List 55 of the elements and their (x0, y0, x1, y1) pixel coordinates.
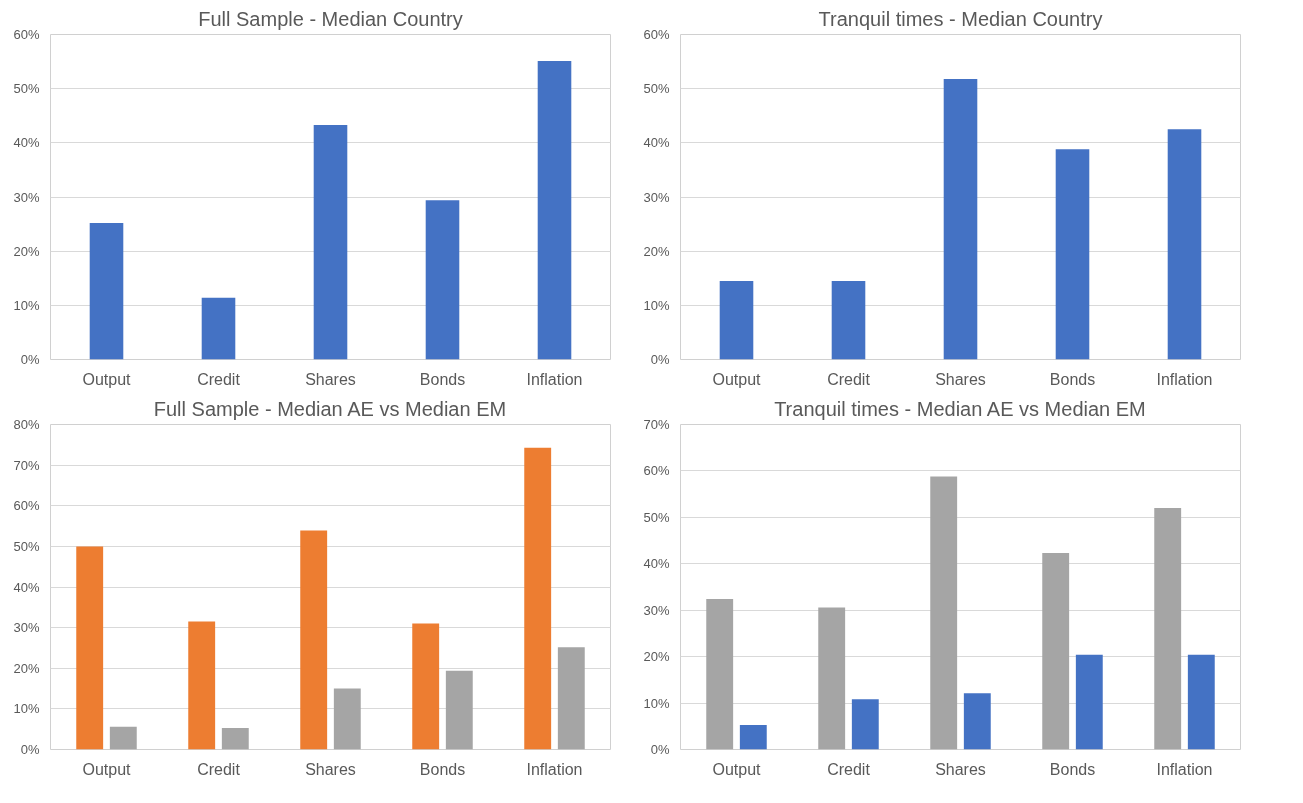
y-tick-label: 10% (13, 701, 40, 717)
x-tick-label: Bonds (1049, 760, 1096, 778)
y-tick-label: 50% (13, 81, 40, 97)
y-tick-label: 60% (13, 498, 40, 514)
y-tick-label: 50% (643, 81, 670, 97)
x-tick-label: Shares (935, 760, 986, 778)
y-tick-label: 30% (643, 602, 670, 618)
x-tick-label: Credit (827, 370, 871, 388)
x-tick-label: Bonds (419, 760, 466, 778)
y-tick-label: 0% (650, 352, 670, 367)
chart-title: Full Sample - Median AE vs Median EM (153, 397, 507, 420)
y-tick-label: 30% (13, 620, 40, 636)
y-tick-label: 60% (643, 27, 670, 42)
x-tick-label: Output (712, 370, 762, 388)
chart-title: Tranquil times - Median AE vs Median EM (774, 397, 1146, 420)
y-tick-label: 80% (13, 417, 40, 432)
y-tick-label: 10% (13, 297, 40, 313)
x-tick-label: Shares (305, 370, 356, 388)
y-tick-label: 40% (643, 135, 670, 151)
y-tick-label: 20% (643, 243, 670, 259)
x-tick-label: Bonds (1049, 370, 1096, 388)
y-tick-label: 30% (13, 189, 40, 205)
x-tick-label: Credit (197, 370, 241, 388)
y-tick-label: 20% (13, 660, 40, 676)
chart-title: Full Sample - Median Country (198, 7, 463, 30)
x-tick-label: Inflation (526, 760, 583, 778)
x-tick-label: Output (82, 370, 132, 388)
y-tick-label: 70% (13, 457, 40, 473)
y-tick-label: 20% (643, 649, 670, 665)
y-tick-label: 30% (643, 189, 670, 205)
y-tick-label: 0% (650, 742, 670, 757)
x-tick-label: Inflation (1156, 370, 1213, 388)
y-tick-label: 0% (20, 742, 40, 757)
y-tick-label: 0% (20, 352, 40, 367)
y-tick-label: 40% (643, 556, 670, 572)
y-tick-label: 40% (13, 135, 40, 151)
x-tick-label: Shares (935, 370, 986, 388)
x-tick-label: Output (712, 760, 762, 778)
chart-title: Tranquil times - Median Country (818, 7, 1103, 30)
x-tick-label: Output (82, 760, 132, 778)
y-tick-label: 60% (643, 463, 670, 479)
x-tick-label: Shares (305, 760, 356, 778)
x-tick-label: Credit (197, 760, 241, 778)
x-tick-label: Inflation (1156, 760, 1213, 778)
x-tick-label: Credit (827, 760, 871, 778)
y-tick-label: 10% (643, 695, 670, 711)
y-tick-label: 50% (13, 538, 40, 554)
y-tick-label: 40% (13, 579, 40, 595)
y-tick-label: 50% (643, 509, 670, 525)
y-tick-label: 70% (643, 417, 670, 432)
x-tick-label: Bonds (419, 370, 466, 388)
y-tick-label: 10% (643, 297, 670, 313)
y-tick-label: 20% (13, 243, 40, 259)
x-tick-label: Inflation (526, 370, 583, 388)
y-tick-label: 60% (13, 27, 40, 42)
